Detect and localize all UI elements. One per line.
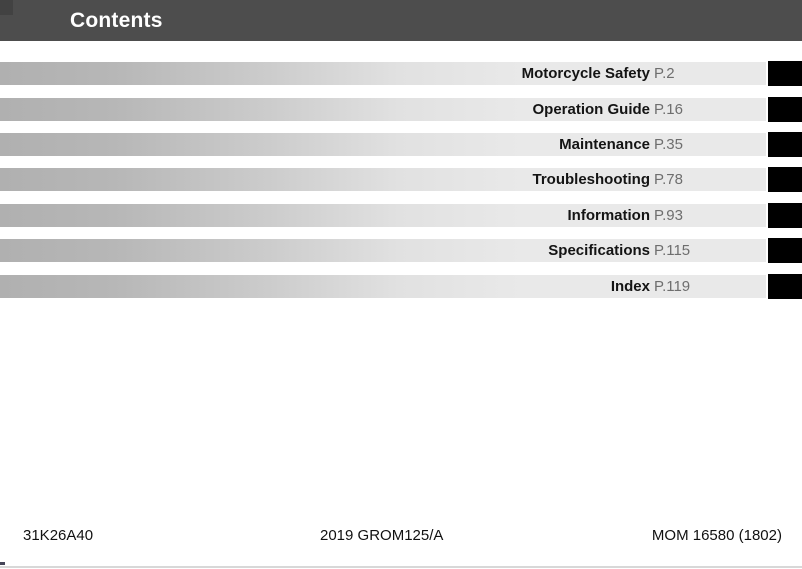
toc-bar <box>0 275 766 298</box>
toc-bar <box>0 62 766 85</box>
toc-label: Operation Guide <box>532 101 650 118</box>
toc-row-motorcycle-safety[interactable]: Motorcycle Safety P.2 <box>0 61 802 86</box>
toc-label: Motorcycle Safety <box>521 65 650 82</box>
toc-label: Maintenance <box>559 136 650 153</box>
toc-bar <box>0 204 766 227</box>
section-thumb-tab[interactable] <box>768 61 802 86</box>
section-thumb-tab[interactable] <box>768 132 802 157</box>
toc-page-ref: P.16 <box>654 101 683 118</box>
toc-row-operation-guide[interactable]: Operation Guide P.16 <box>0 97 802 122</box>
toc-bar <box>0 239 766 262</box>
bottom-rule <box>0 566 802 568</box>
corner-dash-mark <box>0 562 5 565</box>
page-title: Contents <box>70 9 163 32</box>
toc-page-ref: P.119 <box>654 278 691 295</box>
section-thumb-tab[interactable] <box>768 238 802 263</box>
footer-model-name: 2019 GROM125/A <box>320 527 444 544</box>
corner-square-decoration <box>0 0 13 15</box>
toc-bar <box>0 133 766 156</box>
toc-page-ref: P.2 <box>654 65 675 82</box>
footer-document-code: MOM 16580 (1802) <box>651 527 782 544</box>
toc-row-information[interactable]: Information P.93 <box>0 203 802 228</box>
toc-row-troubleshooting[interactable]: Troubleshooting P.78 <box>0 167 802 192</box>
toc-page-ref: P.115 <box>654 242 691 259</box>
contents-header-bar: Contents <box>0 0 802 41</box>
toc-bar <box>0 98 766 121</box>
toc-row-maintenance[interactable]: Maintenance P.35 <box>0 132 802 157</box>
toc-label: Information <box>567 207 651 224</box>
toc-label: Index <box>610 278 650 295</box>
toc-page-ref: P.93 <box>654 207 683 224</box>
toc-row-index[interactable]: Index P.119 <box>0 274 802 299</box>
footer-part-number: 31K26A40 <box>23 527 94 544</box>
toc-bar <box>0 168 766 191</box>
section-thumb-tab[interactable] <box>768 167 802 192</box>
toc-label: Specifications <box>548 242 650 259</box>
toc-row-specifications[interactable]: Specifications P.115 <box>0 238 802 263</box>
toc-page-ref: P.78 <box>654 171 683 188</box>
toc-label: Troubleshooting <box>532 171 651 188</box>
toc-page-ref: P.35 <box>654 136 683 153</box>
section-thumb-tab[interactable] <box>768 203 802 228</box>
section-thumb-tab[interactable] <box>768 97 802 122</box>
section-thumb-tab[interactable] <box>768 274 802 299</box>
